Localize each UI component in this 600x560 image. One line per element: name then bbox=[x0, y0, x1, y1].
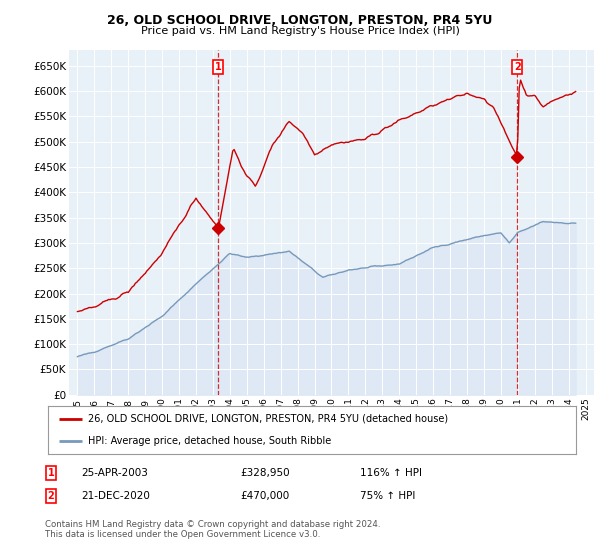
Text: £470,000: £470,000 bbox=[240, 491, 289, 501]
Text: 2: 2 bbox=[514, 62, 521, 72]
Text: Price paid vs. HM Land Registry's House Price Index (HPI): Price paid vs. HM Land Registry's House … bbox=[140, 26, 460, 36]
Text: Contains HM Land Registry data © Crown copyright and database right 2024.
This d: Contains HM Land Registry data © Crown c… bbox=[45, 520, 380, 539]
Text: 1: 1 bbox=[215, 62, 222, 72]
Text: 21-DEC-2020: 21-DEC-2020 bbox=[81, 491, 150, 501]
Text: 1: 1 bbox=[47, 468, 55, 478]
Text: 2: 2 bbox=[47, 491, 55, 501]
Text: 26, OLD SCHOOL DRIVE, LONGTON, PRESTON, PR4 5YU (detached house): 26, OLD SCHOOL DRIVE, LONGTON, PRESTON, … bbox=[88, 414, 448, 424]
Text: 26, OLD SCHOOL DRIVE, LONGTON, PRESTON, PR4 5YU: 26, OLD SCHOOL DRIVE, LONGTON, PRESTON, … bbox=[107, 14, 493, 27]
Text: £328,950: £328,950 bbox=[240, 468, 290, 478]
Text: 116% ↑ HPI: 116% ↑ HPI bbox=[360, 468, 422, 478]
Text: 75% ↑ HPI: 75% ↑ HPI bbox=[360, 491, 415, 501]
Text: HPI: Average price, detached house, South Ribble: HPI: Average price, detached house, Sout… bbox=[88, 436, 331, 446]
Text: 25-APR-2003: 25-APR-2003 bbox=[81, 468, 148, 478]
